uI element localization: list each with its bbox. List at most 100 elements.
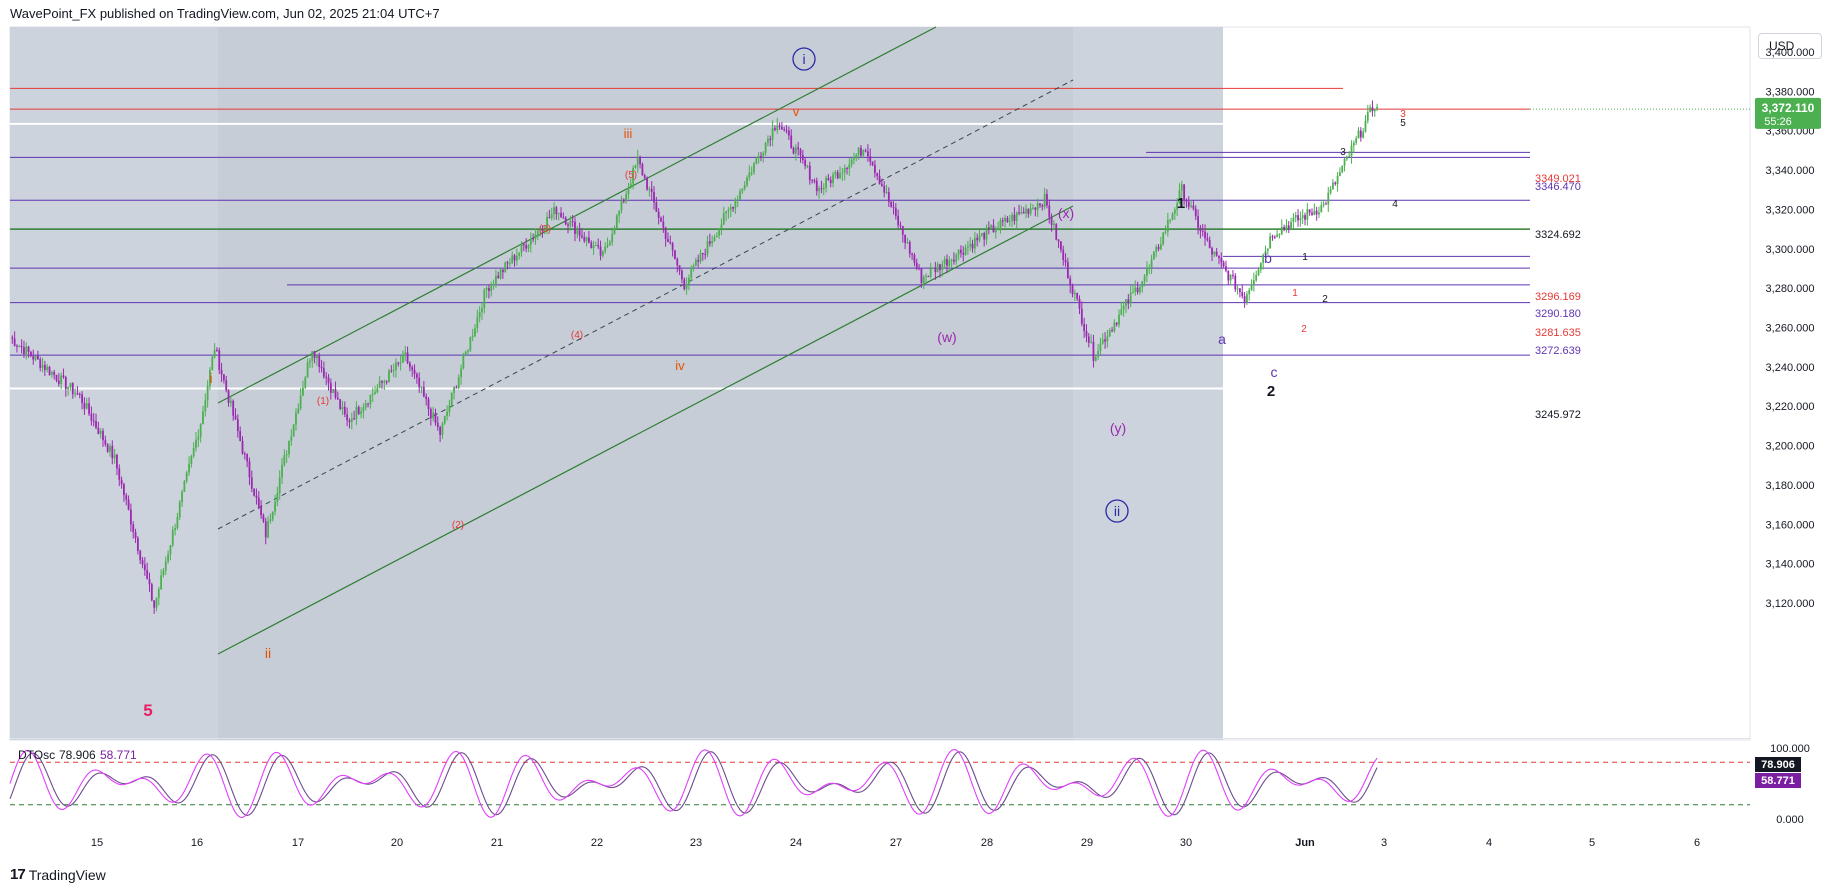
candle-body — [973, 237, 976, 249]
candle-body — [69, 383, 72, 388]
candle-body — [325, 376, 328, 378]
candle-body — [839, 173, 841, 179]
candle-body — [518, 252, 521, 256]
candle-body — [846, 167, 848, 170]
candle-body — [23, 347, 25, 355]
candle-body — [1162, 232, 1165, 245]
candle-body — [595, 245, 597, 247]
candle-body — [906, 242, 909, 244]
candle-body — [164, 561, 167, 571]
candle-body — [827, 177, 830, 180]
candle-body — [1115, 322, 1118, 325]
wave-label: (2) — [452, 520, 464, 531]
candle-body — [95, 421, 97, 428]
candle-body — [1208, 240, 1211, 249]
candle-body — [950, 259, 953, 261]
candle-body — [139, 551, 142, 561]
wave-label: iii — [624, 126, 633, 141]
candle-body — [727, 209, 730, 212]
candle-body — [1104, 339, 1106, 342]
candle-body — [927, 276, 930, 278]
highlight-zone — [218, 27, 1073, 740]
candle-body — [957, 249, 960, 255]
candle-body — [104, 440, 107, 445]
candle-body — [111, 445, 114, 459]
candle-body — [288, 440, 290, 455]
candle-body — [804, 160, 807, 166]
candle-body — [515, 255, 518, 261]
candle-body — [304, 377, 307, 388]
candle-body — [604, 246, 607, 252]
level-label: 3245.972 — [1535, 409, 1581, 421]
candle-body — [729, 206, 732, 210]
candle-body — [590, 242, 593, 249]
candle-body — [48, 366, 51, 375]
candle-body — [102, 430, 104, 441]
candle-body — [843, 167, 846, 173]
candle-body — [1043, 193, 1046, 207]
candle-body — [420, 387, 423, 389]
candle-body — [1111, 330, 1113, 332]
candle-body — [646, 177, 648, 190]
candle-body — [318, 355, 321, 368]
candle-body — [339, 399, 342, 409]
candle-body — [1169, 219, 1172, 221]
footer-brand[interactable]: 17 TradingView — [10, 866, 106, 883]
candle-body — [1029, 208, 1032, 214]
candle-body — [1166, 219, 1169, 232]
candle-body — [946, 259, 948, 266]
candle-body — [360, 411, 362, 414]
currency-selector[interactable]: USD — [1758, 33, 1822, 59]
osc-tick-label: 0.000 — [1776, 814, 1804, 826]
candle-body — [1301, 215, 1304, 219]
candle-body — [1264, 251, 1267, 255]
candle-body — [1136, 287, 1139, 293]
candle-body — [55, 374, 58, 381]
candle-body — [1239, 288, 1241, 293]
candle-body — [581, 235, 583, 238]
candle-body — [778, 125, 781, 128]
candle-body — [302, 387, 304, 396]
candle-body — [385, 381, 388, 383]
candle-body — [650, 188, 653, 192]
candle-body — [1094, 357, 1097, 361]
candle-body — [1315, 210, 1318, 215]
candle-body — [897, 215, 900, 226]
candle-body — [1180, 184, 1183, 191]
candle-body — [162, 570, 165, 576]
candle-body — [262, 515, 265, 522]
candle-body — [474, 328, 476, 336]
level-label: 3281.635 — [1535, 327, 1581, 339]
candle-body — [241, 441, 244, 454]
candle-body — [236, 419, 239, 432]
candle-body — [1366, 112, 1369, 121]
candle-body — [469, 337, 472, 351]
candle-body — [688, 277, 690, 285]
candle-body — [1364, 120, 1367, 132]
candles — [11, 100, 1378, 614]
candle-body — [392, 370, 395, 372]
candle-body — [1053, 223, 1055, 225]
price-tick-label: 3,320.000 — [1766, 204, 1815, 216]
candle-body — [1113, 322, 1116, 331]
candle-body — [899, 225, 902, 227]
candle-body — [190, 456, 193, 464]
candle-body — [136, 538, 139, 552]
time-tick-label: 20 — [391, 837, 403, 849]
time-tick-label: 29 — [1081, 837, 1093, 849]
candle-body — [820, 188, 823, 190]
candle-body — [1148, 267, 1151, 270]
candle-body — [797, 147, 800, 150]
candle-body — [125, 495, 128, 500]
candle-body — [1252, 280, 1255, 285]
tradingview-logo-icon: 17 — [10, 866, 26, 883]
candle-body — [429, 408, 432, 419]
candle-body — [1087, 336, 1090, 343]
candle-body — [1185, 200, 1188, 202]
candle-body — [343, 406, 346, 415]
candle-body — [206, 385, 209, 401]
candle-body — [1011, 214, 1013, 222]
candle-body — [834, 172, 837, 175]
candle-body — [20, 345, 23, 348]
